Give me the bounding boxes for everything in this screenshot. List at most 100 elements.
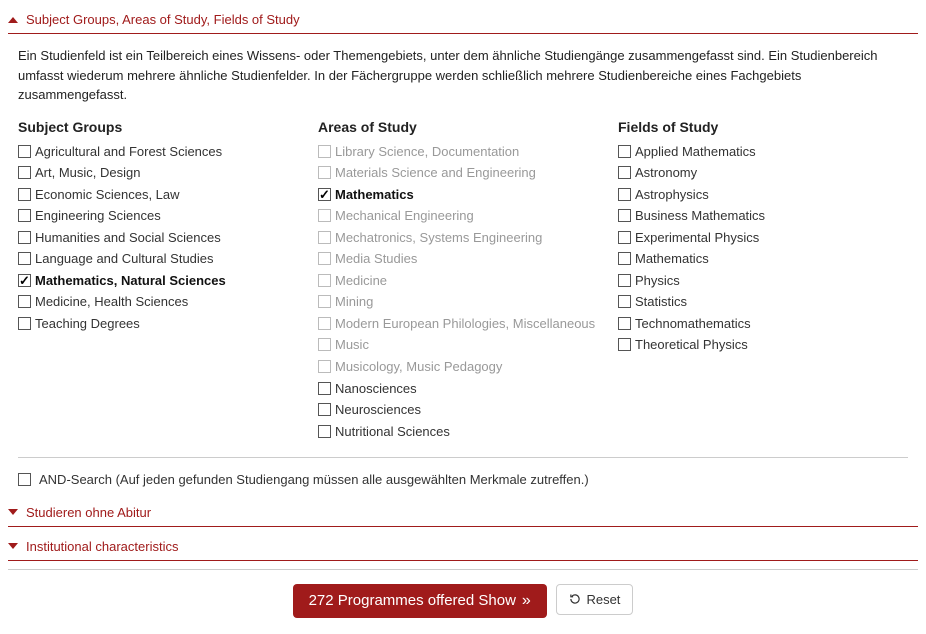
field-item: Statistics	[618, 291, 904, 313]
field-checkbox[interactable]	[618, 252, 631, 265]
area-checkbox[interactable]	[318, 403, 331, 416]
area-checkbox[interactable]	[318, 425, 331, 438]
subject-group-label[interactable]: Mathematics, Natural Sciences	[35, 272, 226, 290]
area-checkbox	[318, 231, 331, 244]
field-checkbox[interactable]	[618, 231, 631, 244]
field-item: Theoretical Physics	[618, 334, 904, 356]
refresh-icon	[569, 593, 581, 605]
expand-icon	[8, 543, 18, 549]
footer: 272 Programmes offered Show Reset	[8, 569, 918, 626]
field-item: Technomathematics	[618, 313, 904, 335]
subject-group-label[interactable]: Language and Cultural Studies	[35, 250, 214, 268]
section-header-subjects[interactable]: Subject Groups, Areas of Study, Fields o…	[8, 8, 918, 34]
subject-group-checkbox[interactable]	[18, 252, 31, 265]
area-item: Medicine	[318, 270, 604, 292]
field-checkbox[interactable]	[618, 317, 631, 330]
area-item: Mechatronics, Systems Engineering	[318, 227, 604, 249]
subject-group-checkbox[interactable]	[18, 274, 31, 287]
subject-group-label[interactable]: Art, Music, Design	[35, 164, 140, 182]
area-checkbox	[318, 360, 331, 373]
field-checkbox[interactable]	[618, 274, 631, 287]
subject-group-item: Economic Sciences, Law	[18, 184, 304, 206]
field-item: Business Mathematics	[618, 205, 904, 227]
field-label[interactable]: Technomathematics	[635, 315, 751, 333]
area-label: Mechatronics, Systems Engineering	[335, 229, 542, 247]
expand-icon	[8, 509, 18, 515]
section-header-institutional[interactable]: Institutional characteristics	[8, 535, 918, 561]
field-label[interactable]: Experimental Physics	[635, 229, 759, 247]
section-header-abitur[interactable]: Studieren ohne Abitur	[8, 501, 918, 527]
field-checkbox[interactable]	[618, 166, 631, 179]
field-checkbox[interactable]	[618, 295, 631, 308]
field-item: Physics	[618, 270, 904, 292]
field-item: Mathematics	[618, 248, 904, 270]
reset-button[interactable]: Reset	[556, 584, 633, 615]
collapse-icon	[8, 17, 18, 23]
field-label[interactable]: Astronomy	[635, 164, 697, 182]
area-label[interactable]: Mathematics	[335, 186, 414, 204]
area-checkbox[interactable]	[318, 382, 331, 395]
area-label[interactable]: Neurosciences	[335, 401, 421, 419]
area-item: Materials Science and Engineering	[318, 162, 604, 184]
and-search-checkbox[interactable]	[18, 473, 31, 486]
subject-group-item: Engineering Sciences	[18, 205, 304, 227]
subject-group-checkbox[interactable]	[18, 231, 31, 244]
subject-group-label[interactable]: Engineering Sciences	[35, 207, 161, 225]
area-label: Mining	[335, 293, 373, 311]
subject-group-label[interactable]: Teaching Degrees	[35, 315, 140, 333]
field-item: Astronomy	[618, 162, 904, 184]
subject-group-item: Language and Cultural Studies	[18, 248, 304, 270]
subject-group-label[interactable]: Agricultural and Forest Sciences	[35, 143, 222, 161]
areas-scroll[interactable]: Library Science, DocumentationMaterials …	[318, 141, 608, 441]
col-areas-of-study: Areas of Study Library Science, Document…	[318, 119, 608, 441]
area-label[interactable]: Nanosciences	[335, 380, 417, 398]
area-label: Medicine	[335, 272, 387, 290]
and-search-row: AND-Search (Auf jeden gefunden Studienga…	[18, 457, 908, 501]
area-item: Nutritional Sciences	[318, 421, 604, 441]
area-item: Modern European Philologies, Miscellaneo…	[318, 313, 604, 335]
subject-group-checkbox[interactable]	[18, 209, 31, 222]
area-label[interactable]: Nutritional Sciences	[335, 423, 450, 441]
section-title: Studieren ohne Abitur	[26, 505, 151, 520]
subject-group-checkbox[interactable]	[18, 317, 31, 330]
col-fields-of-study: Fields of Study Applied MathematicsAstro…	[618, 119, 908, 441]
field-label[interactable]: Theoretical Physics	[635, 336, 748, 354]
subject-group-checkbox[interactable]	[18, 166, 31, 179]
subject-group-item: Medicine, Health Sciences	[18, 291, 304, 313]
subject-group-label[interactable]: Economic Sciences, Law	[35, 186, 180, 204]
area-checkbox	[318, 252, 331, 265]
area-item: Musicology, Music Pedagogy	[318, 356, 604, 378]
field-label[interactable]: Mathematics	[635, 250, 709, 268]
columns-container: Subject Groups Agricultural and Forest S…	[8, 119, 918, 451]
subject-group-checkbox[interactable]	[18, 188, 31, 201]
col-subject-groups: Subject Groups Agricultural and Forest S…	[18, 119, 308, 441]
area-label: Materials Science and Engineering	[335, 164, 536, 182]
subject-group-label[interactable]: Humanities and Social Sciences	[35, 229, 221, 247]
subject-group-label[interactable]: Medicine, Health Sciences	[35, 293, 188, 311]
field-label[interactable]: Physics	[635, 272, 680, 290]
field-label[interactable]: Astrophysics	[635, 186, 709, 204]
subject-group-checkbox[interactable]	[18, 295, 31, 308]
area-checkbox[interactable]	[318, 188, 331, 201]
section-title: Subject Groups, Areas of Study, Fields o…	[26, 12, 300, 27]
subject-group-checkbox[interactable]	[18, 145, 31, 158]
field-label[interactable]: Statistics	[635, 293, 687, 311]
area-item: Media Studies	[318, 248, 604, 270]
subject-group-item: Humanities and Social Sciences	[18, 227, 304, 249]
field-checkbox[interactable]	[618, 338, 631, 351]
subject-group-item: Mathematics, Natural Sciences	[18, 270, 304, 292]
field-checkbox[interactable]	[618, 145, 631, 158]
field-checkbox[interactable]	[618, 209, 631, 222]
area-checkbox	[318, 209, 331, 222]
area-item: Music	[318, 334, 604, 356]
and-search-label: AND-Search (Auf jeden gefunden Studienga…	[39, 472, 589, 487]
area-checkbox	[318, 338, 331, 351]
field-label[interactable]: Business Mathematics	[635, 207, 765, 225]
field-checkbox[interactable]	[618, 188, 631, 201]
fields-scroll[interactable]: Applied Mathematics Astronomy Astrophysics…	[618, 141, 908, 441]
field-label[interactable]: Applied Mathematics	[635, 143, 756, 161]
area-item: Mathematics	[318, 184, 604, 206]
area-item: Mining	[318, 291, 604, 313]
field-item: Applied Mathematics	[618, 141, 904, 163]
subject-group-item: Teaching Degrees	[18, 313, 304, 335]
